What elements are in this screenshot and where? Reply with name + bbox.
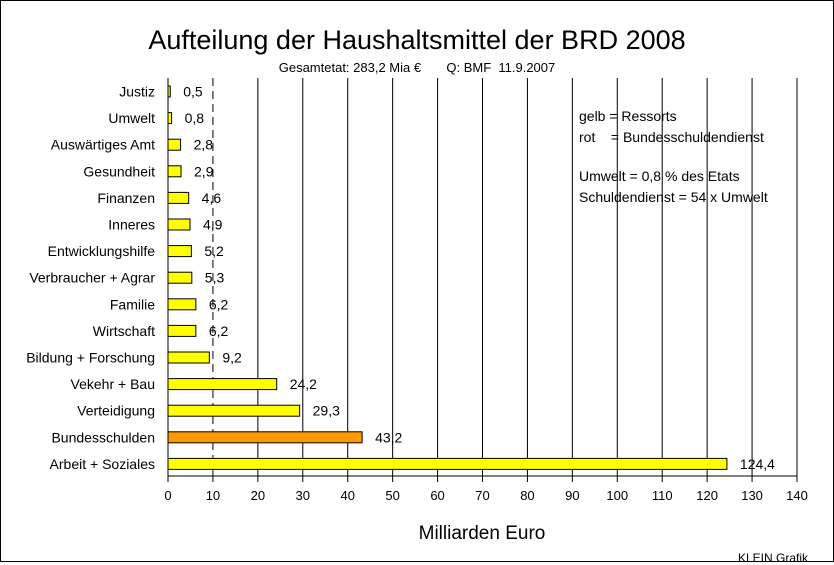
gridlines — [212, 78, 798, 476]
value-labels: 0,5 0,8 2,8 2,9 4,6 4,9 5,2 5,3 6,2 6,2 9,2 24,2 29,… — [183, 84, 775, 472]
category-label: Inneres — [108, 217, 155, 233]
category-label: Verteidigung — [77, 403, 155, 419]
category-label: Finanzen — [97, 190, 155, 206]
bar — [167, 165, 182, 178]
bar — [167, 351, 210, 364]
category-label: Gesundheit — [83, 163, 155, 179]
annotation-text: Umwelt = 0,8 % des Etats — [579, 168, 740, 184]
value-label: 0,5 — [183, 84, 203, 100]
annotation-block: gelb = Ressorts rot = Bundesschuldendiens… — [579, 108, 768, 205]
bar — [167, 245, 192, 258]
x-tick-label: 120 — [696, 488, 718, 503]
annotation-text: gelb = Ressorts — [579, 108, 677, 124]
value-label: 6,2 — [209, 323, 229, 339]
x-tick-label: 140 — [786, 488, 808, 503]
bar — [167, 138, 182, 151]
annotation-text: rot = Bundesschuldendienst — [579, 129, 764, 145]
x-tick-label: 50 — [385, 488, 399, 503]
bar — [167, 271, 193, 284]
x-tick-label: 40 — [340, 488, 354, 503]
x-tick-label: 80 — [520, 488, 534, 503]
x-tick-label: 110 — [652, 488, 673, 503]
category-label: Bildung + Forschung — [26, 350, 155, 366]
category-label: Auswärtiges Amt — [51, 137, 155, 153]
category-label: Verbraucher + Agrar — [29, 270, 155, 286]
x-axis: 0 10 20 30 40 50 60 70 80 90 100 110 120 130 140 — [164, 78, 808, 503]
value-label: 2,9 — [194, 163, 214, 179]
value-label: 43,2 — [375, 429, 402, 445]
bar — [167, 191, 190, 204]
x-axis-label: Milliarden Euro — [419, 523, 546, 544]
bar — [167, 298, 197, 311]
category-label: Wirtschaft — [93, 323, 155, 339]
bar — [167, 378, 278, 391]
x-tick-label: 20 — [251, 488, 265, 503]
bar — [167, 457, 728, 470]
credit-text: KLEIN Grafik — [737, 551, 808, 565]
x-tick-label: 100 — [606, 488, 628, 503]
category-label: Entwicklungshilfe — [48, 243, 156, 259]
value-label: 29,3 — [313, 403, 340, 419]
value-label: 5,3 — [205, 270, 225, 286]
value-label: 24,2 — [290, 376, 317, 392]
bar — [167, 112, 173, 125]
value-label: 2,8 — [194, 137, 214, 153]
x-tick-label: 10 — [206, 488, 220, 503]
category-label: Umwelt — [108, 110, 155, 126]
annotation-text: Schuldendienst = 54 x Umwelt — [579, 189, 768, 205]
value-label: 6,2 — [209, 296, 229, 312]
bar — [167, 324, 197, 337]
bar — [167, 431, 363, 444]
value-label: 4,6 — [202, 190, 222, 206]
bar — [167, 218, 191, 231]
x-tick-label: 0 — [164, 488, 171, 503]
category-label: Justiz — [119, 84, 155, 100]
category-labels: Justiz Umwelt Auswärtiges Amt Gesundheit Fin… — [26, 84, 155, 472]
value-label: 5,2 — [204, 243, 224, 259]
value-label: 4,9 — [203, 217, 223, 233]
value-label: 124,4 — [740, 456, 775, 472]
category-label: Arbeit + Soziales — [50, 456, 155, 472]
value-label: 0,8 — [185, 110, 205, 126]
chart-title: Aufteilung der Haushaltsmittel der BRD 2… — [148, 25, 686, 55]
chart-subtitle: Gesamtetat: 283,2 Mia € Q: BMF 11.9.2007 — [278, 60, 556, 75]
x-tick-label: 90 — [565, 488, 579, 503]
category-label: Familie — [110, 296, 155, 312]
x-tick-label: 30 — [296, 488, 310, 503]
x-tick-label: 60 — [430, 488, 444, 503]
x-tick-label: 70 — [475, 488, 489, 503]
category-label: Bundesschulden — [51, 429, 155, 445]
bar — [167, 404, 301, 417]
value-label: 9,2 — [222, 350, 242, 366]
x-tick-label: 130 — [741, 488, 763, 503]
category-label: Vekehr + Bau — [71, 376, 155, 392]
